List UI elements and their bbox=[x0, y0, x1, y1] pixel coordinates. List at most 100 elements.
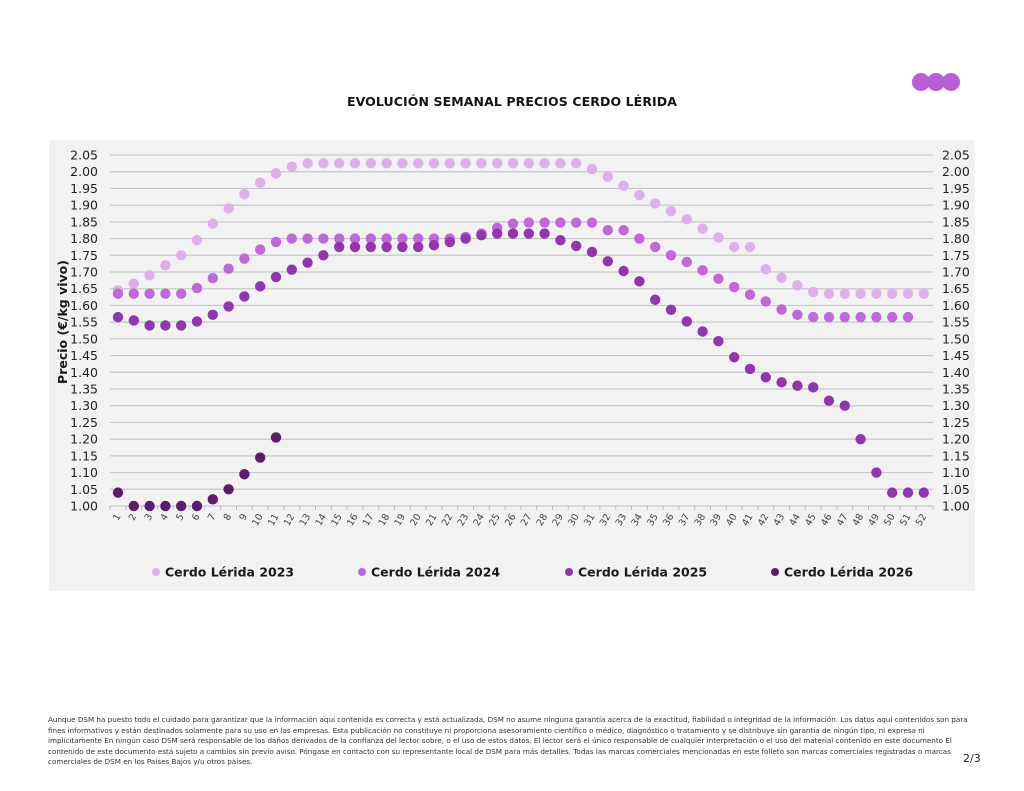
x-tick-label: 47 bbox=[835, 512, 851, 528]
y-tick-label-right: 1.10 bbox=[942, 465, 970, 480]
data-point bbox=[397, 158, 408, 169]
x-tick-label: 11 bbox=[266, 512, 282, 528]
data-point bbox=[634, 189, 645, 201]
x-tick-label: 1 bbox=[111, 512, 124, 523]
data-point bbox=[744, 363, 756, 375]
data-point bbox=[586, 217, 598, 228]
data-point bbox=[808, 286, 819, 298]
y-tick-label: 1.25 bbox=[70, 415, 98, 430]
data-point bbox=[681, 316, 692, 327]
data-point bbox=[349, 241, 361, 253]
y-tick-label: 1.20 bbox=[70, 432, 98, 447]
y-tick-label-right: 1.75 bbox=[942, 248, 970, 263]
x-tick-label: 46 bbox=[819, 512, 835, 528]
data-point bbox=[223, 301, 234, 312]
data-point bbox=[887, 288, 898, 299]
data-point bbox=[176, 500, 187, 512]
data-point bbox=[255, 281, 266, 292]
data-point bbox=[207, 494, 218, 505]
y-tick-label-right: 1.15 bbox=[942, 448, 970, 463]
x-tick-label: 17 bbox=[361, 512, 377, 528]
legend-label: Cerdo Lérida 2024 bbox=[371, 565, 500, 580]
x-tick-label: 2 bbox=[127, 512, 140, 523]
x-tick-label: 18 bbox=[377, 512, 393, 528]
x-tick-label: 28 bbox=[535, 512, 551, 528]
data-point bbox=[223, 484, 234, 495]
y-tick-label-right: 1.95 bbox=[942, 181, 970, 196]
y-tick-label: 1.90 bbox=[70, 198, 98, 213]
data-point bbox=[602, 256, 613, 267]
data-point bbox=[413, 158, 424, 169]
data-point bbox=[286, 161, 297, 172]
data-point bbox=[523, 228, 534, 239]
data-point bbox=[112, 487, 124, 498]
y-tick-label: 1.55 bbox=[70, 315, 98, 330]
data-point bbox=[334, 241, 345, 253]
data-point bbox=[507, 228, 519, 239]
x-tick-label: 50 bbox=[882, 512, 898, 528]
x-tick-label: 45 bbox=[803, 512, 819, 528]
data-point bbox=[302, 233, 313, 244]
data-point bbox=[191, 282, 203, 294]
legend-item: Cerdo Lérida 2023 bbox=[152, 565, 294, 580]
data-point bbox=[191, 235, 203, 246]
x-tick-label: 4 bbox=[158, 512, 171, 523]
x-tick-label: 44 bbox=[787, 512, 803, 528]
data-point bbox=[160, 500, 171, 512]
x-tick-label: 16 bbox=[345, 512, 361, 528]
y-tick-label: 1.15 bbox=[70, 448, 98, 463]
data-point bbox=[792, 380, 803, 391]
x-tick-label: 41 bbox=[740, 512, 756, 528]
x-axis: 1 2 3 4 5 6 7 8 9 10 11 12 13 14 15 16 17 18 19 20 21 22 23 24 2… bbox=[109, 505, 934, 528]
data-point bbox=[507, 158, 519, 169]
x-tick-label: 27 bbox=[519, 512, 535, 528]
y-tick-label-right: 1.05 bbox=[942, 482, 970, 497]
y-tick-label-right: 1.45 bbox=[942, 348, 970, 363]
y-tick-label: 1.65 bbox=[70, 281, 98, 296]
y-axis-left: 1.00 1.05 1.10 1.151.20 1.25 1.301.35 1.40 1.45… bbox=[70, 148, 98, 514]
data-point bbox=[270, 432, 282, 443]
data-points bbox=[112, 158, 929, 512]
x-tick-label: 21 bbox=[424, 512, 440, 528]
y-tick-label-right: 1.35 bbox=[942, 382, 970, 397]
x-tick-label: 48 bbox=[851, 512, 867, 528]
data-point bbox=[112, 311, 124, 323]
x-tick-label: 24 bbox=[471, 512, 487, 528]
x-tick-label: 8 bbox=[222, 512, 235, 523]
data-point bbox=[270, 236, 282, 248]
y-tick-label-right: 1.50 bbox=[942, 331, 970, 346]
data-point bbox=[839, 400, 850, 411]
data-point bbox=[776, 272, 787, 283]
x-tick-label: 42 bbox=[756, 512, 772, 528]
x-tick-label: 52 bbox=[914, 512, 930, 528]
legend-marker-icon bbox=[565, 568, 573, 576]
y-tick-label: 1.60 bbox=[70, 298, 98, 313]
disclaimer-text: Aunque DSM ha puesto todo el cuidado par… bbox=[48, 715, 968, 767]
x-tick-label: 36 bbox=[661, 512, 677, 528]
y-tick-label-right: 1.90 bbox=[942, 198, 970, 213]
y-tick-label: 1.35 bbox=[70, 382, 98, 397]
y-tick-label-right: 1.00 bbox=[942, 499, 970, 514]
data-point bbox=[144, 288, 155, 299]
y-tick-label: 1.45 bbox=[70, 348, 98, 363]
chart-panel: 1.00 1.05 1.10 1.15 1.20 1.25 1.30 1.35 1.40 1.45… bbox=[49, 140, 975, 591]
data-point bbox=[918, 487, 929, 498]
data-point bbox=[650, 241, 661, 253]
data-point bbox=[713, 273, 724, 284]
x-tick-label: 10 bbox=[250, 512, 266, 528]
data-point bbox=[618, 180, 629, 191]
y-tick-label: 1.80 bbox=[70, 231, 98, 246]
x-tick-label: 43 bbox=[772, 512, 788, 528]
logo-dot-icon bbox=[927, 73, 945, 91]
x-tick-label: 14 bbox=[313, 512, 329, 528]
data-point bbox=[381, 233, 392, 244]
data-point bbox=[729, 352, 740, 363]
data-point bbox=[792, 309, 803, 320]
data-point bbox=[665, 250, 677, 261]
data-point bbox=[855, 288, 866, 299]
data-point bbox=[476, 158, 487, 169]
data-point bbox=[855, 433, 866, 445]
data-point bbox=[144, 320, 155, 331]
data-point bbox=[729, 241, 740, 253]
data-point bbox=[697, 326, 708, 337]
